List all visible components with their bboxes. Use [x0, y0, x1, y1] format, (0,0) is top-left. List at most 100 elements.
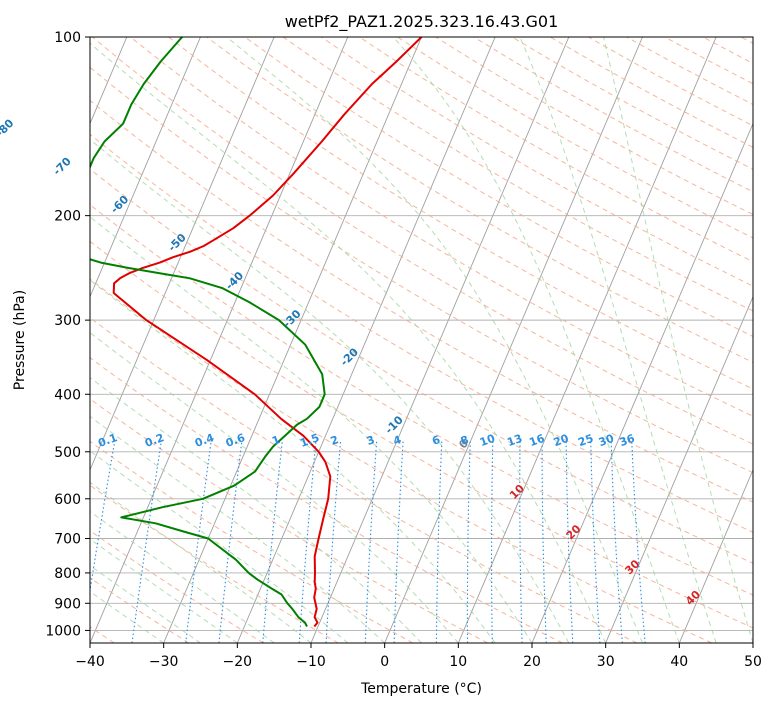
x-tick-label: 0: [380, 654, 389, 670]
mixing-ratio-label: 0.4: [193, 431, 216, 450]
mixing-ratio-label: 4: [391, 433, 403, 448]
moist-adiabat-line: [90, 450, 349, 643]
mixing-ratio-line: [590, 441, 601, 643]
mixing-ratio-label: 0.2: [143, 431, 166, 450]
y-axis: 100 200 300 400 500 600 700 800 900 1000: [45, 30, 90, 639]
isotherm-line: [531, 122, 753, 643]
dry-adiabat-line: [282, 37, 753, 312]
y-tick-label: 400: [54, 387, 81, 403]
mixing-ratio-line: [90, 441, 116, 595]
moist-adiabat-line: [90, 279, 496, 643]
moist-adiabat-line: [90, 415, 386, 643]
chart-title: wetPf2_PAZ1.2025.323.16.43.G01: [285, 12, 559, 32]
mixing-ratio-line: [131, 441, 162, 643]
mixing-ratio-line: [393, 441, 404, 643]
mixing-ratio-line: [610, 441, 623, 643]
x-tick-label: 50: [744, 654, 762, 670]
mixing-ratio-label: 36: [618, 432, 637, 450]
x-axis-title: Temperature (°C): [360, 681, 482, 697]
temperature-profile-line: [112, 37, 423, 628]
moist-adiabat-line: [90, 332, 459, 643]
mixing-ratio-label: 0.1: [96, 431, 119, 450]
mixing-ratio-label: 25: [576, 432, 595, 449]
mixing-ratio-label: 8: [459, 433, 471, 448]
mixing-ratio-label: 16: [527, 432, 546, 450]
moist-adiabat-line: [392, 37, 680, 643]
mixing-ratio-line: [466, 441, 471, 643]
plot-frame: [89, 36, 754, 644]
y-tick-label: 600: [54, 492, 81, 508]
dry-adiabat-line: [130, 37, 753, 417]
y-tick-label: 1000: [45, 623, 81, 639]
x-tick-label: −10: [296, 654, 326, 670]
plot-area: [90, 37, 753, 643]
y-tick-label: 700: [54, 532, 81, 548]
mixing-ratio-line: [218, 441, 243, 643]
x-tick-label: 20: [523, 654, 541, 670]
moist-adiabat-line: [90, 590, 164, 643]
moist-adiabat-line: [603, 37, 753, 643]
y-tick-label: 500: [54, 445, 81, 461]
dry-adiabat-line: [90, 398, 488, 643]
isotherm-line: [236, 37, 496, 643]
isotherm-line: [678, 468, 753, 643]
mixing-ratio-lines: [90, 441, 646, 643]
y-axis-title: Pressure (hPa): [12, 290, 28, 390]
y-tick-label: 900: [54, 596, 81, 612]
isotherm-line: [90, 37, 201, 298]
dry-adiabat-line: [206, 37, 753, 363]
mixing-ratio-label: 10: [478, 432, 497, 450]
dry-adiabat-line: [90, 133, 753, 533]
moist-adiabat-line: [90, 42, 607, 643]
mixing-ratio-line: [519, 441, 523, 643]
dry-adiabat-line: [90, 168, 753, 564]
moist-adiabat-line: [226, 37, 643, 643]
mixing-ratio-label: 6: [430, 433, 442, 448]
sounding-series: [90, 37, 423, 628]
mixing-ratio-label: 1: [270, 433, 282, 448]
mixing-ratio-line: [565, 441, 574, 643]
x-tick-label: −30: [149, 654, 179, 670]
isotherm-line: [90, 37, 275, 472]
mixing-ratio-line: [185, 441, 212, 643]
isotherm-line: [163, 37, 422, 643]
mixing-ratio-label: 20: [552, 432, 571, 450]
mixing-ratio-label: 2: [329, 433, 341, 448]
mixing-ratio-label: 1.5: [298, 431, 321, 450]
x-tick-label: 30: [597, 654, 615, 670]
x-tick-label: 10: [449, 654, 467, 670]
moist-adiabat-line: [90, 216, 533, 643]
y-tick-label: 200: [54, 209, 81, 225]
y-tick-label: 300: [54, 313, 81, 329]
mixing-ratio-line: [631, 441, 646, 643]
dry-adiabats: [90, 37, 753, 643]
x-tick-label: −40: [75, 654, 105, 670]
mixing-ratio-label: 13: [505, 432, 524, 449]
mixing-ratio-label: 0.6: [224, 431, 247, 450]
mixing-ratio-line: [364, 441, 378, 643]
dry-adiabat-line: [90, 484, 339, 643]
dewpoint-profile-line: [90, 37, 326, 627]
x-axis: −40 −30 −20 −10 0 10 20 30 40 50: [75, 643, 762, 670]
dry-adiabat-line: [90, 357, 563, 643]
dry-adiabat-line: [90, 240, 753, 629]
isotherm-line: [384, 37, 643, 643]
isotherm-line: [457, 37, 717, 643]
moist-adiabat-line: [90, 138, 570, 643]
mixing-ratio-label: 3: [365, 433, 377, 448]
moist-adiabat-line: [519, 37, 717, 643]
y-tick-label: 800: [54, 566, 81, 582]
x-tick-label: −20: [223, 654, 253, 670]
y-tick-label: 100: [54, 30, 81, 46]
isotherm-line: [605, 295, 753, 643]
x-tick-label: 40: [670, 654, 688, 670]
dry-adiabat-line: [90, 66, 753, 474]
pressure-gridlines: [90, 37, 753, 631]
moist-adiabat-line: [90, 481, 312, 643]
mixing-ratio-line: [325, 441, 342, 643]
mixing-ratio-line: [262, 441, 283, 643]
moist-adiabat-line: [90, 538, 238, 643]
